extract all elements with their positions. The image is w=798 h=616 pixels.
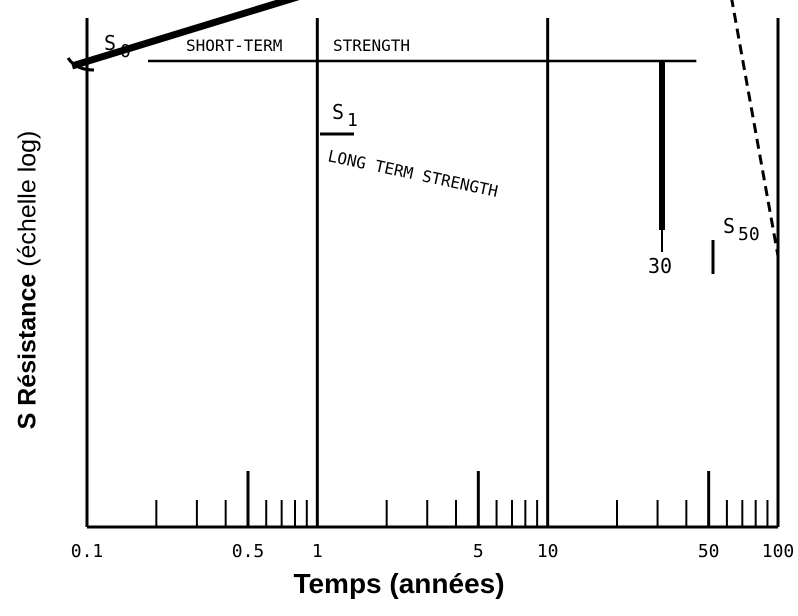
annotation-s-0: S bbox=[104, 31, 116, 55]
x-tick-label: 10 bbox=[537, 541, 559, 562]
annotation-30: 30 bbox=[648, 254, 672, 278]
y-axis-label: S Résistance (échelle log) bbox=[14, 131, 43, 430]
y-axis-label-rest: (échelle log) bbox=[13, 130, 42, 274]
marks-group bbox=[66, 0, 780, 274]
start-hook bbox=[66, 57, 95, 72]
x-axis-label: Temps (années) bbox=[293, 568, 505, 599]
x-tick-label: 50 bbox=[698, 541, 720, 562]
axes-group bbox=[85, 18, 780, 529]
series-label-short-term-part2: STRENGTH bbox=[333, 36, 410, 55]
x-tick-label: 1 bbox=[312, 541, 323, 562]
x-tick-label: 100 bbox=[762, 541, 795, 562]
series-label-short-term-part1: SHORT-TERM bbox=[186, 36, 282, 55]
series-line-long-term-extension bbox=[730, 0, 780, 257]
y-axis-label-bold: S Résistance bbox=[13, 273, 42, 430]
x-tick-label: 5 bbox=[473, 541, 484, 562]
annotation-s-0-subscript: 0 bbox=[120, 41, 131, 62]
x-tick-label: 0.5 bbox=[232, 541, 265, 562]
x-tick-label: 0.1 bbox=[71, 541, 104, 562]
annotation-s-50-subscript: 50 bbox=[738, 224, 760, 245]
series-label-long-term: LONG TERM STRENGTH bbox=[326, 146, 500, 201]
annotation-s-1: S bbox=[332, 100, 344, 124]
series-line-long-term bbox=[70, 0, 300, 70]
annotation-s-50: S bbox=[723, 214, 735, 238]
y-axis-label-container: S Résistance (échelle log) bbox=[0, 40, 56, 520]
annotation-s-1-subscript: 1 bbox=[347, 110, 358, 131]
